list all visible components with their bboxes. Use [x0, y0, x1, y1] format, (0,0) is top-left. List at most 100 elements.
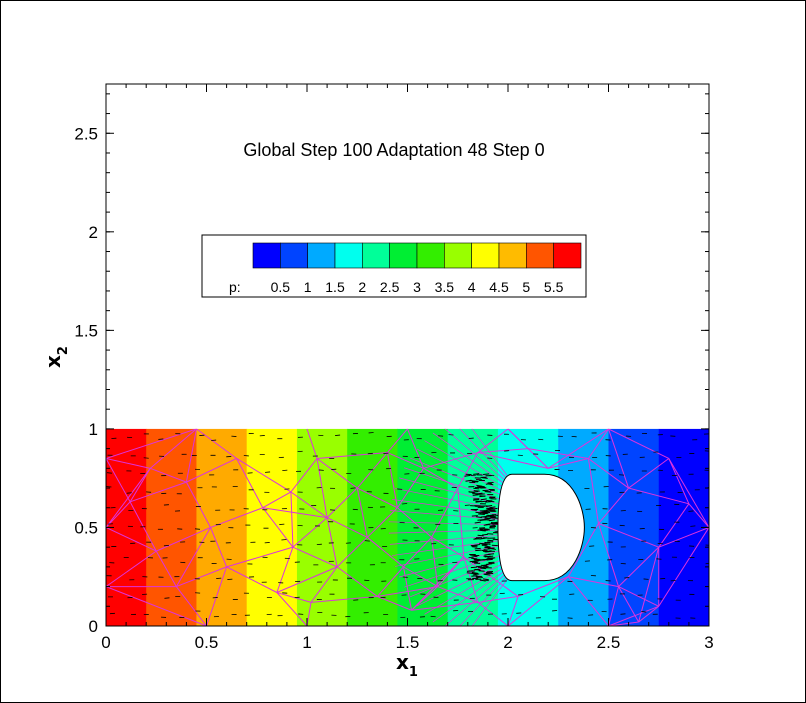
mesh-edge: [477, 595, 519, 603]
vector-arrow: [474, 521, 481, 524]
mesh-edge: [618, 586, 640, 623]
legend-swatch: [307, 242, 336, 269]
y-axis-title: x2: [41, 346, 71, 368]
plot-title: Global Step 100 Adaptation 48 Step 0: [243, 140, 544, 160]
mesh-edge: [377, 586, 438, 597]
mesh-edge: [150, 467, 187, 483]
vector-arrow: [479, 495, 486, 497]
mesh-edge: [407, 428, 425, 469]
vector-arrow: [473, 498, 480, 501]
x-tick-label: 0: [101, 633, 110, 652]
mesh-edge: [548, 457, 589, 469]
mesh-edge: [106, 501, 131, 528]
mesh-edge: [389, 534, 501, 545]
vector-arrow: [473, 573, 480, 576]
mesh-edge: [226, 546, 294, 568]
mesh-edge: [185, 428, 197, 483]
mesh-edge: [567, 576, 609, 626]
mesh-edge: [306, 602, 312, 626]
mesh-edge: [399, 550, 502, 578]
vector-arrow: [489, 509, 496, 512]
vector-arrow: [484, 517, 491, 519]
legend-swatch: [444, 242, 472, 269]
vector-arrow: [487, 539, 494, 542]
mesh-edge: [106, 457, 151, 469]
mesh-edge: [598, 487, 629, 524]
vector-arrow: [479, 529, 486, 532]
vector-arrow: [470, 509, 477, 511]
mesh-edge: [391, 540, 501, 556]
vector-arrow: [481, 500, 488, 503]
mesh-edge: [262, 507, 294, 548]
mesh-edge: [424, 440, 504, 488]
mesh-edge: [262, 507, 328, 519]
vector-arrow: [484, 545, 491, 548]
mesh-edge: [608, 428, 630, 489]
mesh-edge: [608, 621, 639, 626]
mesh-edge: [326, 487, 358, 518]
x-tick-label: 2: [503, 633, 512, 652]
mesh-edge: [236, 458, 264, 508]
mesh-edge: [588, 458, 629, 489]
mesh-edge: [292, 546, 338, 568]
mesh-edge: [567, 523, 599, 577]
mesh-edge: [608, 428, 670, 459]
mesh-edge: [336, 566, 378, 597]
mesh-edge: [658, 503, 690, 548]
contour-band-2: [196, 428, 248, 626]
mesh-edge: [336, 536, 368, 568]
y-tick-label: 0.5: [74, 518, 98, 537]
vector-arrow: [474, 537, 481, 540]
legend-variable: p:: [229, 279, 241, 295]
vector-arrow: [471, 575, 478, 577]
vector-arrow: [485, 508, 492, 511]
x-axis-ticks: 0 0.5 1 1.5 2 2.5 3: [101, 84, 714, 652]
mesh-edge: [106, 550, 157, 587]
legend-swatch: [334, 242, 363, 269]
y-tick-label: 0: [89, 617, 98, 636]
mesh-edge: [387, 428, 408, 453]
x-tick-label: 1: [302, 633, 311, 652]
vector-arrow: [479, 519, 486, 522]
legend-swatch: [416, 242, 445, 269]
mesh-edge: [409, 457, 503, 496]
mesh-edge: [688, 503, 709, 528]
velocity-vectors: [106, 432, 709, 619]
mesh-edge: [432, 571, 505, 623]
mesh-edge: [306, 428, 318, 459]
mesh-edge: [444, 574, 506, 626]
vector-arrow: [475, 565, 483, 568]
obstacle-body: [497, 473, 585, 582]
mesh-edge: [568, 576, 619, 588]
mesh-edge: [149, 428, 197, 469]
x-tick-label: 2.5: [597, 633, 621, 652]
mesh-edge: [459, 577, 507, 626]
legend-swatch: [553, 242, 582, 269]
vector-arrow: [466, 572, 473, 574]
vector-arrow: [474, 568, 481, 571]
vector-arrow: [478, 513, 485, 516]
mesh-edge: [386, 452, 398, 508]
mesh-edge: [326, 517, 338, 567]
mesh-edge: [106, 586, 207, 626]
legend-label: 3.5: [435, 279, 455, 295]
legend: p: 0.5 1 1.5 2 2.5 3 3.5 4 4.5 5 5.5: [201, 234, 587, 298]
vector-arrow: [482, 578, 489, 581]
y-tick-label: 2: [89, 223, 98, 242]
vector-arrow: [488, 519, 495, 522]
mesh-edge: [276, 566, 338, 593]
mesh-edge: [471, 579, 508, 626]
legend-label: 0.5: [271, 279, 291, 295]
vector-arrow: [477, 534, 484, 537]
mesh-edge: [431, 487, 459, 538]
mesh-edge: [387, 452, 424, 469]
mesh-edge: [668, 458, 690, 505]
vector-arrow: [475, 576, 483, 579]
mesh-edge: [377, 595, 412, 611]
mesh-edge: [628, 487, 690, 505]
mesh-edge: [210, 527, 228, 568]
vector-arrow: [464, 474, 471, 477]
mesh-edge: [628, 458, 670, 489]
mesh-edge: [423, 467, 458, 489]
legend-label: 3: [413, 279, 421, 295]
